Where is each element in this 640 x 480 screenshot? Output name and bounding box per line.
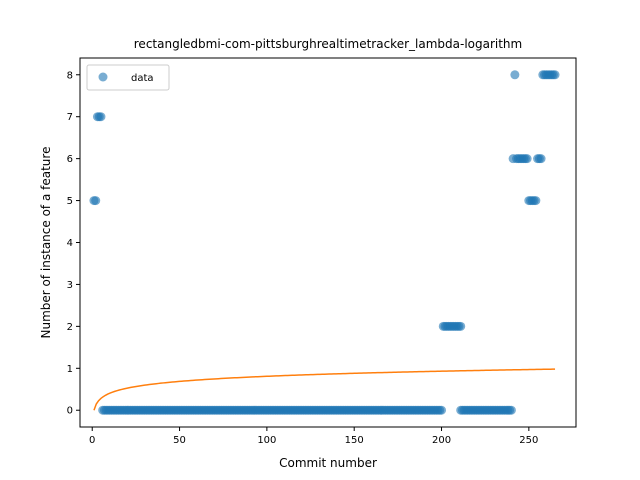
y-tick-label: 5	[67, 196, 73, 207]
y-tick-label: 6	[67, 154, 73, 165]
data-point	[536, 154, 546, 164]
fit-line	[93, 368, 556, 411]
y-tick-label: 2	[67, 322, 73, 333]
plot-area	[89, 70, 560, 415]
data-point	[531, 196, 541, 206]
data-point	[522, 154, 532, 164]
y-axis-ticks: 0 1 2 3 4 5 6 7 8	[67, 70, 80, 417]
x-axis-label: Commit number	[279, 456, 377, 470]
x-tick-label: 250	[519, 435, 538, 446]
legend-label: data	[131, 73, 154, 84]
data-point	[96, 112, 106, 122]
data-point	[456, 321, 466, 331]
legend-marker	[98, 72, 108, 82]
data-point	[550, 70, 560, 80]
x-tick-label: 100	[257, 435, 276, 446]
chart-title: rectangledbmi-com-pittsburghrealtimetrac…	[134, 37, 522, 51]
y-tick-label: 1	[67, 364, 73, 375]
data-point	[91, 196, 101, 206]
y-tick-label: 7	[67, 112, 73, 123]
plot-frame	[79, 57, 577, 428]
data-point	[437, 405, 447, 415]
x-axis-ticks: 0 50 100 150 200 250	[89, 427, 538, 446]
y-tick-label: 4	[67, 238, 73, 249]
data-point	[510, 70, 520, 80]
y-tick-label: 8	[67, 70, 73, 81]
x-tick-label: 0	[89, 435, 95, 446]
x-tick-label: 150	[345, 435, 364, 446]
x-tick-label: 50	[173, 435, 186, 446]
y-axis-label: Number of instance of a feature	[39, 147, 53, 339]
data-point	[506, 405, 516, 415]
y-tick-label: 3	[67, 280, 73, 291]
x-tick-label: 200	[432, 435, 451, 446]
legend-box	[86, 64, 170, 91]
y-tick-label: 0	[67, 406, 73, 417]
legend: data	[86, 64, 170, 91]
